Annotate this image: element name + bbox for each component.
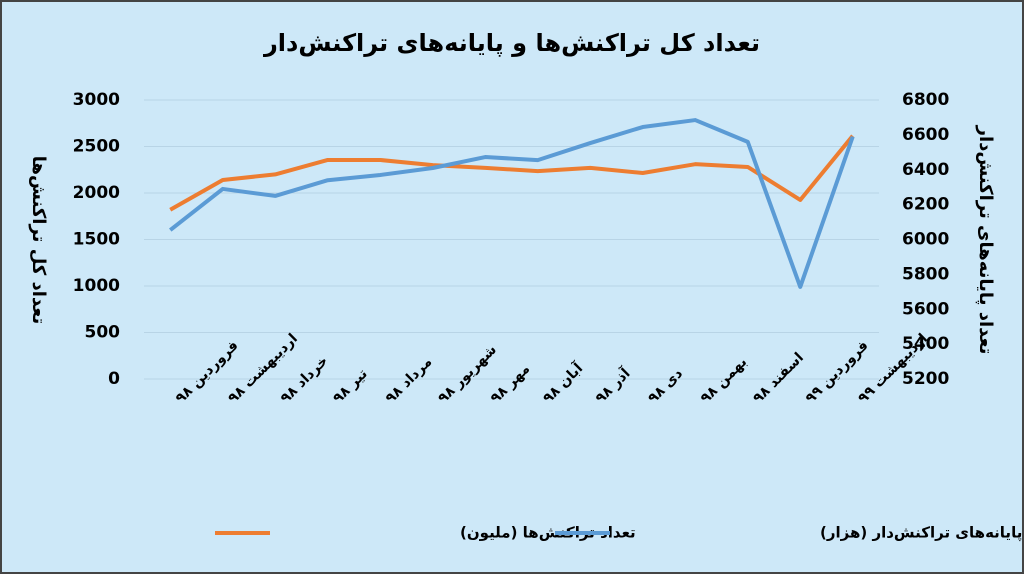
y-tick-label: 2000 (73, 183, 120, 203)
y-tick-label: 0 (108, 369, 120, 389)
y2-tick-label: 5200 (902, 369, 949, 389)
y2-tick-label: 6600 (902, 125, 949, 145)
series-line (169, 118, 855, 289)
y-tick-label: 2500 (73, 137, 120, 157)
y2-tick-label: 5400 (902, 334, 949, 354)
y2-tick-label: 5800 (902, 264, 949, 284)
legend-label: تعداد پایانه‌های تراکنش‌دار (هزار) (820, 524, 1024, 543)
y-tick-label: 3000 (73, 90, 120, 110)
y2-tick-label: 6000 (902, 230, 949, 250)
y-axis-label: تعداد کل تراکنش‌ها (28, 156, 49, 324)
y-tick-label: 1000 (73, 276, 120, 296)
legend-label: تعداد تراکنش‌ها (ملیون) (460, 524, 636, 542)
chart-title: تعداد کل تراکنش‌ها و پایانه‌های تراکنش‌د… (263, 29, 760, 57)
y2-tick-label: 6200 (902, 195, 949, 215)
y-tick-label: 1500 (73, 230, 120, 250)
y2-tick-label: 6800 (902, 90, 949, 110)
y-tick-label: 500 (85, 323, 121, 343)
y2-tick-label: 6400 (902, 160, 949, 180)
series-line (169, 134, 855, 212)
y2-tick-label: 5600 (902, 299, 949, 319)
y2-axis-label: تعداد پایانه‌های تراکنش‌دار (975, 125, 996, 355)
